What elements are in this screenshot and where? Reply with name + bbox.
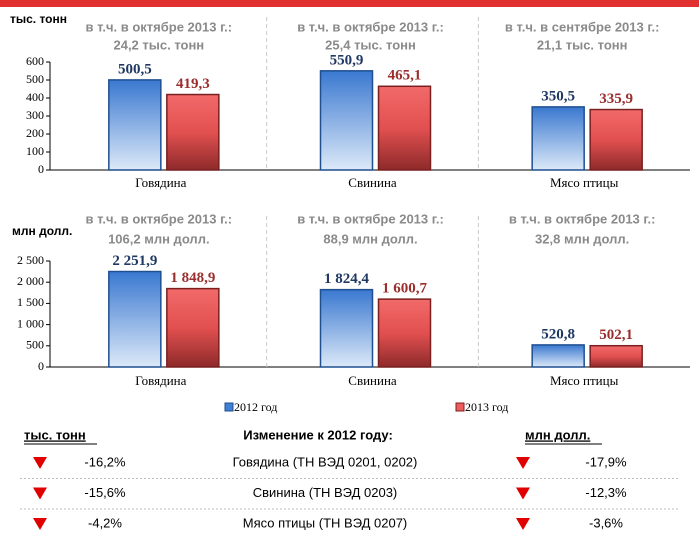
table-cell: Говядина (ТН ВЭД 0201, 0202) <box>233 454 418 469</box>
x-tick-label: Свинина <box>348 373 397 388</box>
bar <box>108 270 162 368</box>
down-arrow <box>33 518 47 530</box>
value-label: 520,8 <box>541 326 575 342</box>
table-cell: -17,9% <box>585 454 627 469</box>
down-arrow <box>516 457 530 469</box>
annotation: 106,2 млн долл. <box>108 231 209 246</box>
annotation: 25,4 тыс. тонн <box>325 37 416 52</box>
legend-swatch <box>224 402 234 412</box>
annotation: 21,1 тыс. тонн <box>537 37 628 52</box>
y-axis-label: млн долл. <box>12 224 72 238</box>
annotation: в т.ч. в октябре 2013 г.: <box>86 19 233 34</box>
annotation: в т.ч. в октябре 2013 г.: <box>509 211 656 226</box>
y-axis-label: тыс. тонн <box>10 12 67 26</box>
annotation: 32,8 млн долл. <box>535 231 629 246</box>
x-tick-label: Мясо птицы <box>550 373 619 388</box>
bar <box>108 79 162 171</box>
legend-label: 2013 год <box>465 400 508 414</box>
value-label: 1 848,9 <box>170 270 215 286</box>
y-tick-label: 300 <box>26 108 44 122</box>
y-tick-label: 500 <box>26 338 44 352</box>
y-tick-label: 400 <box>26 90 44 104</box>
y-tick-label: 600 <box>26 54 44 68</box>
y-tick-label: 500 <box>26 72 44 86</box>
down-arrow <box>33 457 47 469</box>
bar <box>319 288 374 368</box>
table-cell: -4,2% <box>88 515 122 530</box>
value-label: 500,5 <box>118 61 152 77</box>
value-label: 1 824,4 <box>324 271 370 287</box>
legend-label: 2012 год <box>234 400 277 414</box>
bar <box>377 298 432 368</box>
header-strip <box>0 0 699 7</box>
bar <box>589 344 643 368</box>
value-label: 502,1 <box>599 327 633 343</box>
x-tick-label: Мясо птицы <box>550 175 619 190</box>
x-tick-label: Говядина <box>135 175 186 190</box>
table-header: Изменение к 2012 году: <box>243 427 393 442</box>
table-cell: -12,3% <box>585 485 627 500</box>
value-label: 465,1 <box>388 68 422 84</box>
bar <box>531 344 585 368</box>
y-tick-label: 200 <box>26 126 44 140</box>
bar <box>589 108 643 171</box>
table-cell: -16,2% <box>84 454 126 469</box>
value-label: 350,5 <box>541 88 575 104</box>
annotation: в т.ч. в октябре 2013 г.: <box>297 19 444 34</box>
value-label: 2 251,9 <box>112 253 157 269</box>
y-tick-label: 2 500 <box>17 253 44 267</box>
bar <box>166 93 220 171</box>
annotation: в т.ч. в сентябре 2013 г.: <box>505 19 659 34</box>
value-label: 419,3 <box>176 76 210 92</box>
y-tick-label: 1 000 <box>17 316 44 330</box>
table-cell: -15,6% <box>84 485 126 500</box>
bar <box>377 85 432 171</box>
annotation: 24,2 тыс. тонн <box>113 37 204 52</box>
table-cell: Свинина (ТН ВЭД 0203) <box>253 485 398 500</box>
bar <box>531 106 585 171</box>
legend-swatch <box>455 402 465 412</box>
y-tick-label: 0 <box>38 162 44 176</box>
y-tick-label: 2 000 <box>17 274 44 288</box>
y-tick-label: 100 <box>26 144 44 158</box>
x-tick-label: Говядина <box>135 373 186 388</box>
annotation: в т.ч. в октябре 2013 г.: <box>86 211 233 226</box>
value-label: 1 600,7 <box>382 281 428 297</box>
down-arrow <box>516 518 530 530</box>
value-label: 550,9 <box>330 52 364 68</box>
annotation: в т.ч. в октябре 2013 г.: <box>297 211 444 226</box>
y-tick-label: 0 <box>38 359 44 373</box>
x-tick-label: Свинина <box>348 175 397 190</box>
bar <box>166 287 220 368</box>
bar <box>319 70 374 171</box>
table-header: тыс. тонн <box>24 427 86 442</box>
table-cell: Мясо птицы (ТН ВЭД 0207) <box>243 515 408 530</box>
down-arrow <box>516 487 530 500</box>
y-tick-label: 1 500 <box>17 295 44 309</box>
down-arrow <box>33 487 47 500</box>
value-label: 335,9 <box>599 91 633 107</box>
table-cell: -3,6% <box>589 515 623 530</box>
table-header: млн долл. <box>525 427 590 442</box>
annotation: 88,9 млн долл. <box>323 231 417 246</box>
